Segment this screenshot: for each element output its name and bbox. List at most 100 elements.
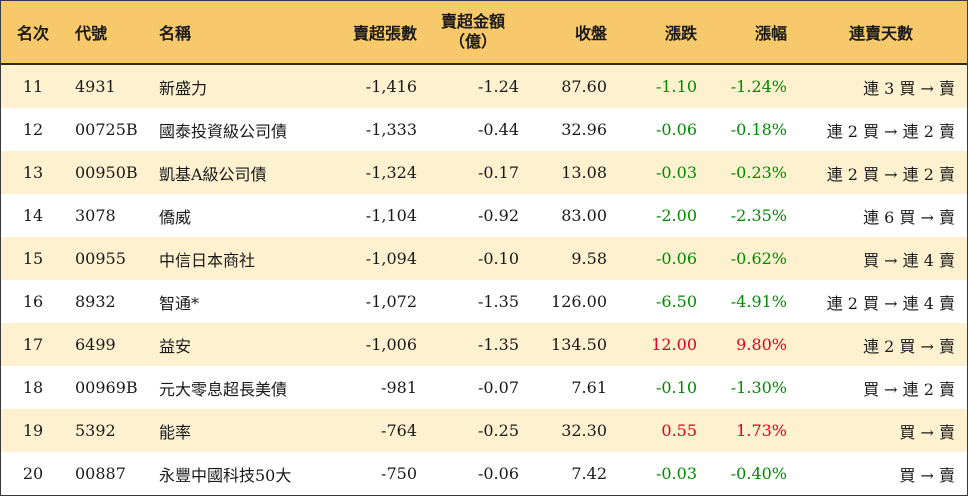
net-sell-amount-cell: -0.44 [477, 120, 519, 139]
table-row: 20 00887 永豐中國科技50大 -750 -0.06 7.42 -0.03 -0.40%… [1, 452, 967, 495]
streak-cell: 買 → 賣 [899, 465, 955, 485]
net-sell-amount-cell: -0.07 [477, 378, 519, 397]
change-cell: -0.03 [655, 163, 697, 182]
rank-cell: 18 [22, 378, 44, 397]
change-pct-cell: -1.24% [730, 77, 787, 96]
change-pct-cell: -0.23% [730, 163, 787, 182]
close-cell: 9.58 [571, 249, 607, 268]
net-sell-lots-cell: -981 [381, 378, 417, 397]
streak-cell: 連 2 買 → 連 4 賣 [826, 293, 955, 313]
rank-cell: 14 [22, 206, 44, 225]
header-net-sell-amount-label: 賣超金額 [440, 12, 505, 31]
name-cell: 僑威 [159, 207, 192, 227]
code-cell: 00725B [75, 120, 138, 139]
change-cell: 0.55 [661, 421, 697, 440]
code-cell: 00950B [75, 163, 138, 182]
net-sell-lots-cell: -764 [381, 421, 417, 440]
code-cell: 00887 [75, 464, 126, 483]
rank-cell: 20 [22, 464, 44, 483]
table-row: 18 00969B 元大零息超長美債 -981 -0.07 7.61 -0.10 -1.30%… [1, 366, 967, 409]
change-cell: -0.06 [655, 249, 697, 268]
rank-cell: 15 [22, 249, 44, 268]
close-cell: 7.61 [571, 378, 607, 397]
name-cell: 中信日本商社 [159, 250, 256, 270]
net-sell-lots-cell: -750 [381, 464, 417, 483]
change-cell: -0.06 [655, 120, 697, 139]
code-cell: 3078 [75, 206, 116, 225]
net-sell-lots-cell: -1,416 [365, 77, 417, 96]
streak-cell: 連 3 買 → 賣 [863, 78, 955, 98]
header-streak: 連賣天數 [801, 1, 961, 63]
close-cell: 126.00 [551, 292, 607, 311]
close-cell: 32.96 [561, 120, 607, 139]
change-pct-cell: -2.35% [730, 206, 787, 225]
rank-cell: 16 [22, 292, 44, 311]
close-cell: 83.00 [561, 206, 607, 225]
name-cell: 智通* [159, 293, 200, 313]
change-cell: -0.03 [655, 464, 697, 483]
change-pct-cell: -0.62% [730, 249, 787, 268]
close-cell: 32.30 [561, 421, 607, 440]
streak-cell: 連 2 買 → 賣 [863, 336, 955, 356]
code-cell: 6499 [75, 335, 116, 354]
table-row: 15 00955 中信日本商社 -1,094 -0.10 9.58 -0.06 -0.62% 買… [1, 237, 967, 280]
net-sell-amount-cell: -0.06 [477, 464, 519, 483]
net-sell-lots-cell: -1,072 [365, 292, 417, 311]
change-cell: -0.10 [655, 378, 697, 397]
net-sell-amount-cell: -1.24 [477, 77, 519, 96]
table-row: 14 3078 僑威 -1,104 -0.92 83.00 -2.00 -2.35% 連 6 買… [1, 194, 967, 237]
streak-cell: 連 2 買 → 連 2 賣 [826, 121, 955, 141]
streak-cell: 買 → 連 2 賣 [863, 379, 955, 399]
code-cell: 00969B [75, 378, 138, 397]
rank-cell: 19 [22, 421, 44, 440]
table-row: 19 5392 能率 -764 -0.25 32.30 0.55 1.73% 買 → 賣 [1, 409, 967, 452]
streak-cell: 買 → 賣 [899, 422, 955, 442]
code-cell: 8932 [75, 292, 116, 311]
change-cell: 12.00 [651, 335, 697, 354]
code-cell: 00955 [75, 249, 126, 268]
streak-cell: 連 6 買 → 賣 [863, 207, 955, 227]
net-sell-amount-cell: -1.35 [477, 292, 519, 311]
header-net-sell-lots-label: 賣超張數 [352, 24, 417, 43]
header-net-sell-amount-unit: （億） [448, 32, 497, 51]
change-pct-cell: 1.73% [736, 421, 787, 440]
header-rank-label: 名次 [16, 24, 49, 43]
net-sell-lots-cell: -1,104 [365, 206, 417, 225]
rank-cell: 13 [22, 163, 44, 182]
name-cell: 益安 [159, 336, 192, 356]
table-header: 名次 代號 名稱 賣超張數 賣超金額 （億） 收盤 漲跌 漲幅 連賣天數 [1, 1, 967, 65]
table-row: 12 00725B 國泰投資級公司債 -1,333 -0.44 32.96 -0.06 -0.… [1, 108, 967, 151]
change-pct-cell: -0.40% [730, 464, 787, 483]
change-cell: -2.00 [655, 206, 697, 225]
header-change-pct: 漲幅 [707, 1, 787, 63]
code-cell: 4931 [75, 77, 116, 96]
net-sell-amount-cell: -0.25 [477, 421, 519, 440]
close-cell: 87.60 [561, 77, 607, 96]
close-cell: 134.50 [551, 335, 607, 354]
net-sell-lots-cell: -1,324 [365, 163, 417, 182]
net-sell-amount-cell: -1.35 [477, 335, 519, 354]
header-name: 名稱 [159, 1, 319, 63]
table-row: 13 00950B 凱基A級公司債 -1,324 -0.17 13.08 -0.03 -0.2… [1, 151, 967, 194]
header-name-label: 名稱 [159, 24, 192, 43]
net-sell-lots-cell: -1,006 [365, 335, 417, 354]
header-net-sell-lots: 賣超張數 [331, 1, 417, 63]
header-change-pct-label: 漲幅 [754, 24, 787, 43]
change-pct-cell: -1.30% [730, 378, 787, 397]
rank-cell: 11 [22, 77, 44, 96]
name-cell: 永豐中國科技50大 [159, 465, 292, 485]
header-close-label: 收盤 [574, 24, 607, 43]
header-rank: 名次 [1, 1, 65, 63]
net-sell-lots-cell: -1,333 [365, 120, 417, 139]
change-cell: -1.10 [655, 77, 697, 96]
name-cell: 凱基A級公司債 [159, 164, 267, 184]
header-net-sell-amount: 賣超金額 （億） [427, 1, 519, 63]
close-cell: 13.08 [561, 163, 607, 182]
table-row: 11 4931 新盛力 -1,416 -1.24 87.60 -1.10 -1.24% 連 3 … [1, 65, 967, 108]
table-row: 17 6499 益安 -1,006 -1.35 134.50 12.00 9.80% 連 2 買… [1, 323, 967, 366]
header-code: 代號 [75, 1, 155, 63]
table-body: 11 4931 新盛力 -1,416 -1.24 87.60 -1.10 -1.24% 連 3 … [1, 65, 967, 495]
name-cell: 元大零息超長美債 [159, 379, 288, 399]
change-cell: -6.50 [655, 292, 697, 311]
net-sell-amount-cell: -0.10 [477, 249, 519, 268]
